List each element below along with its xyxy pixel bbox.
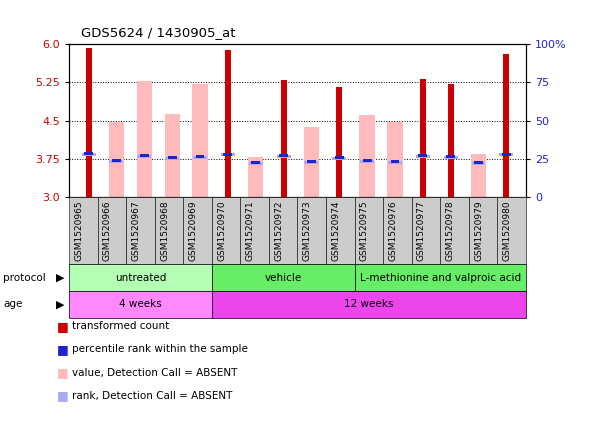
Text: transformed count: transformed count [72, 321, 169, 331]
Bar [305, 161, 319, 164]
Text: GSM1520979: GSM1520979 [474, 200, 483, 261]
Bar [472, 162, 486, 165]
Bar [136, 82, 152, 197]
Text: ▶: ▶ [56, 299, 64, 309]
Bar [391, 159, 400, 163]
Text: GSM1520971: GSM1520971 [246, 200, 255, 261]
Text: GSM1520965: GSM1520965 [75, 200, 84, 261]
Bar [140, 154, 149, 157]
Bar [84, 152, 93, 155]
Bar [444, 156, 457, 159]
Text: GDS5624 / 1430905_at: GDS5624 / 1430905_at [81, 26, 236, 39]
Bar [388, 161, 402, 164]
Text: ■: ■ [57, 390, 69, 402]
Bar [307, 160, 316, 163]
Bar [168, 156, 177, 159]
Bar [279, 154, 288, 157]
Text: age: age [3, 299, 22, 309]
Bar [499, 153, 513, 156]
Bar [224, 153, 233, 156]
Bar [359, 115, 375, 197]
Bar [281, 80, 287, 197]
Text: GSM1520978: GSM1520978 [445, 200, 454, 261]
Bar [446, 154, 455, 158]
Bar [502, 153, 511, 156]
Text: vehicle: vehicle [264, 273, 302, 283]
Bar [276, 154, 290, 158]
Bar [165, 157, 179, 159]
Bar [109, 121, 124, 197]
Text: percentile rank within the sample: percentile rank within the sample [72, 344, 248, 354]
Text: GSM1520974: GSM1520974 [331, 200, 340, 261]
Bar [304, 126, 319, 197]
Bar [503, 54, 510, 197]
Text: L-methionine and valproic acid: L-methionine and valproic acid [359, 273, 521, 283]
Bar [193, 156, 207, 159]
Bar [360, 159, 374, 163]
Text: GSM1520972: GSM1520972 [274, 200, 283, 261]
Text: GSM1520966: GSM1520966 [103, 200, 112, 261]
Text: rank, Detection Call = ABSENT: rank, Detection Call = ABSENT [72, 391, 233, 401]
Text: 12 weeks: 12 weeks [344, 299, 394, 309]
Bar [332, 157, 346, 159]
Text: GSM1520969: GSM1520969 [189, 200, 198, 261]
Bar [109, 159, 123, 163]
Bar [448, 83, 454, 197]
Text: GSM1520968: GSM1520968 [160, 200, 169, 261]
Text: 4 weeks: 4 weeks [119, 299, 162, 309]
Text: GSM1520975: GSM1520975 [360, 200, 369, 261]
Bar [387, 122, 403, 197]
Bar [195, 154, 204, 158]
Text: ▶: ▶ [56, 273, 64, 283]
Bar [474, 161, 483, 164]
Bar [225, 50, 231, 197]
Text: GSM1520973: GSM1520973 [303, 200, 312, 261]
Text: GSM1520977: GSM1520977 [417, 200, 426, 261]
Bar [82, 153, 96, 156]
Text: GSM1520970: GSM1520970 [217, 200, 226, 261]
Bar [249, 162, 263, 165]
Bar [165, 115, 180, 197]
Text: ■: ■ [57, 343, 69, 356]
Bar [251, 161, 260, 164]
Bar [85, 49, 92, 197]
Bar [112, 159, 121, 162]
Text: value, Detection Call = ABSENT: value, Detection Call = ABSENT [72, 368, 237, 378]
Bar [221, 153, 235, 156]
Bar [336, 87, 343, 197]
Bar [419, 79, 426, 197]
Text: GSM1520976: GSM1520976 [388, 200, 397, 261]
Bar [416, 154, 430, 158]
Bar [248, 157, 263, 197]
Bar [138, 154, 151, 158]
Text: untreated: untreated [115, 273, 166, 283]
Text: ■: ■ [57, 366, 69, 379]
Bar [192, 84, 208, 197]
Text: GSM1520967: GSM1520967 [132, 200, 141, 261]
Text: GSM1520980: GSM1520980 [502, 200, 511, 261]
Bar [418, 154, 427, 157]
Text: ■: ■ [57, 320, 69, 332]
Bar [362, 159, 371, 162]
Text: protocol: protocol [3, 273, 46, 283]
Bar [471, 154, 486, 197]
Bar [335, 156, 344, 159]
